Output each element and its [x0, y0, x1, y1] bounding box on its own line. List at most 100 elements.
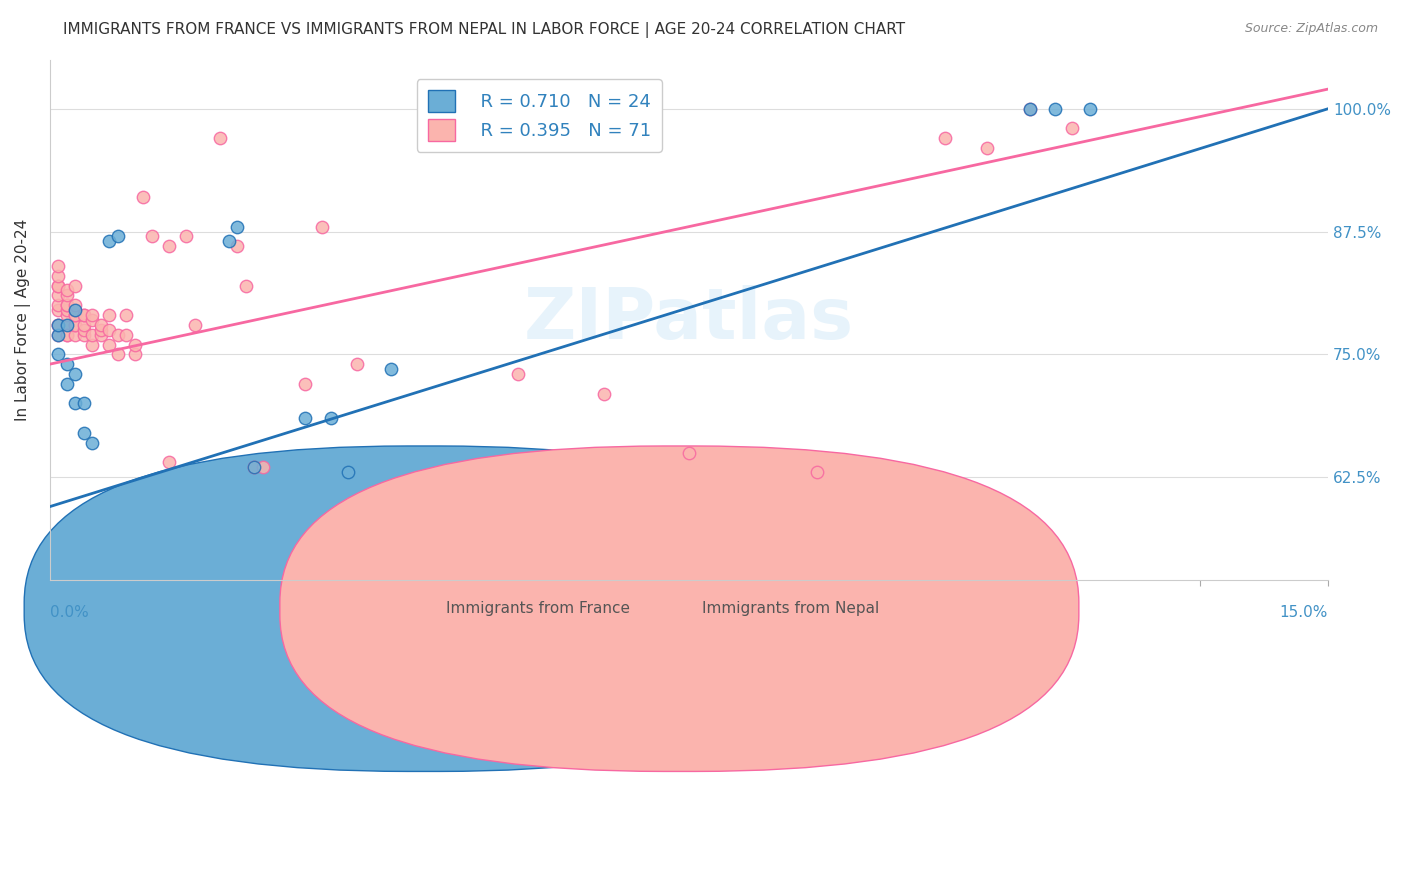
Point [65, 318, 87, 332]
Point [380, 362, 402, 376]
Point [56, 376, 79, 391]
Point [235, 278, 257, 293]
Point [337, 465, 360, 479]
Point [107, 327, 129, 342]
FancyBboxPatch shape [280, 446, 1078, 772]
Point [73, 323, 96, 337]
Point [65, 298, 87, 312]
Text: Immigrants from France: Immigrants from France [446, 601, 630, 616]
Point [252, 460, 274, 475]
Text: 15.0%: 15.0% [1279, 605, 1329, 620]
Point [56, 303, 79, 318]
Point [174, 229, 197, 244]
Point [806, 465, 828, 479]
Point [46, 298, 69, 312]
Point [82, 308, 104, 322]
Point [46, 318, 69, 332]
Point [46, 288, 69, 302]
Point [56, 308, 79, 322]
Point [65, 367, 87, 381]
Point [56, 327, 79, 342]
Point [46, 278, 69, 293]
Point [65, 318, 87, 332]
Point [141, 229, 163, 244]
Point [46, 268, 69, 283]
Point [46, 327, 69, 342]
Point [46, 303, 69, 318]
Point [294, 376, 316, 391]
Point [56, 298, 79, 312]
Point [115, 308, 138, 322]
Point [46, 347, 69, 361]
Point [73, 425, 96, 440]
Point [592, 386, 614, 401]
Point [56, 327, 79, 342]
Point [1078, 102, 1101, 116]
Point [82, 327, 104, 342]
Point [65, 278, 87, 293]
FancyBboxPatch shape [24, 446, 823, 772]
Point [82, 435, 104, 450]
Point [107, 229, 129, 244]
Point [294, 411, 316, 425]
Point [976, 141, 998, 155]
Text: 0.0%: 0.0% [49, 605, 89, 620]
Point [46, 327, 69, 342]
Point [319, 411, 342, 425]
Text: IMMIGRANTS FROM FRANCE VS IMMIGRANTS FROM NEPAL IN LABOR FORCE | AGE 20-24 CORRE: IMMIGRANTS FROM FRANCE VS IMMIGRANTS FRO… [63, 22, 905, 38]
Text: Immigrants from Nepal: Immigrants from Nepal [702, 601, 879, 616]
Point [98, 323, 121, 337]
Point [98, 337, 121, 351]
Point [115, 327, 138, 342]
Point [183, 318, 205, 332]
Point [73, 308, 96, 322]
Point [46, 278, 69, 293]
Point [346, 357, 368, 371]
Point [65, 303, 87, 318]
Point [508, 367, 530, 381]
Point [56, 298, 79, 312]
Point [1062, 121, 1084, 136]
Point [73, 318, 96, 332]
Point [107, 347, 129, 361]
Point [678, 445, 700, 459]
Point [46, 318, 69, 332]
Point [65, 396, 87, 410]
Point [82, 337, 104, 351]
Point [934, 131, 956, 145]
Text: Source: ZipAtlas.com: Source: ZipAtlas.com [1244, 22, 1378, 36]
Point [56, 357, 79, 371]
Point [218, 235, 240, 249]
Point [98, 308, 121, 322]
Point [65, 303, 87, 318]
Point [243, 460, 266, 475]
Point [226, 239, 249, 253]
Point [56, 288, 79, 302]
Point [157, 239, 180, 253]
Point [46, 318, 69, 332]
Point [124, 347, 146, 361]
Point [98, 235, 121, 249]
Point [311, 219, 333, 234]
Point [56, 318, 79, 332]
Point [90, 327, 112, 342]
Point [124, 337, 146, 351]
Point [1018, 102, 1040, 116]
Point [1018, 102, 1040, 116]
Point [243, 460, 266, 475]
Legend:   R = 0.710   N = 24,   R = 0.395   N = 71: R = 0.710 N = 24, R = 0.395 N = 71 [416, 79, 662, 152]
Point [46, 259, 69, 273]
Point [73, 396, 96, 410]
Point [56, 284, 79, 298]
Point [157, 455, 180, 469]
Point [73, 308, 96, 322]
Point [209, 131, 232, 145]
Point [132, 190, 155, 204]
Point [90, 318, 112, 332]
Point [65, 308, 87, 322]
Point [56, 318, 79, 332]
Point [1045, 102, 1067, 116]
Point [65, 327, 87, 342]
Y-axis label: In Labor Force | Age 20-24: In Labor Force | Age 20-24 [15, 219, 31, 421]
Point [226, 219, 249, 234]
